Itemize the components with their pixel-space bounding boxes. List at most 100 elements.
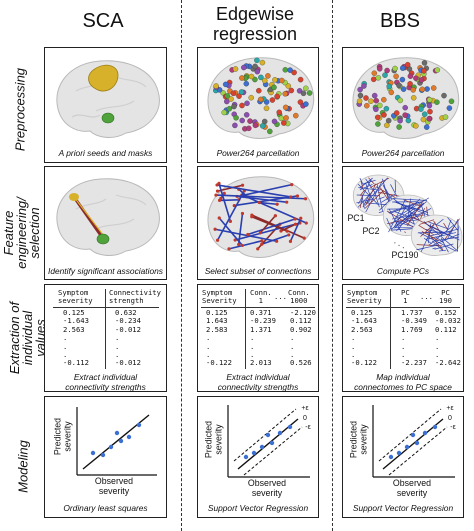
- parcel-node: [239, 75, 245, 81]
- parcel-node: [282, 91, 288, 97]
- connection-node: [246, 232, 250, 237]
- table-column-rule: [245, 289, 246, 369]
- column-title-edgewise: Edgewise regression: [212, 4, 298, 44]
- parcel-node: [279, 77, 285, 84]
- caption-bbs-modeling: Support Vector Regression: [352, 503, 454, 513]
- connection-node: [285, 200, 289, 204]
- connection-node: [237, 242, 241, 247]
- epsilon-minus-label: -ε: [450, 424, 456, 431]
- parcel-node: [274, 93, 280, 100]
- caption-sca-preprocessing: A priori seeds and masks: [58, 148, 153, 158]
- predicted-severity-label: Predicted severity: [203, 420, 224, 459]
- table-header-ellipsis: ...: [274, 292, 287, 301]
- caption-bbs-preprocessing: Power264 parcellation: [361, 148, 445, 158]
- parcel-node: [382, 72, 388, 78]
- parcel-node: [397, 97, 404, 104]
- connection-node: [250, 215, 254, 219]
- connection-edge: [251, 216, 288, 232]
- connection-node: [240, 211, 245, 216]
- parcel-node: [413, 75, 419, 81]
- parcel-node: [243, 112, 250, 118]
- scatter-point: [404, 444, 410, 450]
- parcel-node: [421, 68, 427, 74]
- table-header-conn-1: Conn. 1: [250, 288, 272, 305]
- parcel-node: [291, 69, 297, 76]
- scatter-point: [422, 430, 428, 436]
- table-header-rule: [201, 307, 315, 308]
- epsilon-lower-line: [388, 426, 448, 476]
- parcel-node: [356, 98, 363, 104]
- connection-node: [293, 222, 298, 226]
- parcel-node: [257, 96, 264, 103]
- parcel-node: [402, 104, 408, 111]
- connection-node: [288, 239, 293, 243]
- parcel-node: [427, 108, 433, 115]
- pc-brain: [410, 214, 463, 256]
- panel-sca-modeling: Predicted severity Observed severity Ord…: [44, 396, 167, 518]
- parcel-node: [241, 64, 247, 71]
- scatter-point: [396, 450, 402, 456]
- epsilon-zero-label: 0: [448, 415, 452, 422]
- table-cell: -0.012: [115, 358, 141, 368]
- table-cell: -0.349: [401, 316, 427, 326]
- parcel-node: [407, 81, 413, 87]
- scatter-point: [126, 434, 132, 440]
- table-column-rule: [105, 289, 106, 369]
- panel-bbs-preprocessing: Power264 parcellation: [342, 47, 464, 163]
- parcel-node: [375, 121, 381, 127]
- table-cell: 0.902: [290, 324, 312, 334]
- table-header-symptom: Symptom Severity: [347, 288, 382, 305]
- parcel-node: [293, 112, 299, 119]
- connection-node: [240, 183, 245, 187]
- table-cell: .: [401, 341, 406, 351]
- parcel-node: [396, 124, 402, 130]
- table-cell: .: [435, 341, 440, 351]
- connection-edge: [216, 184, 291, 198]
- table-header-conn-1000: Conn. 1000: [288, 288, 310, 305]
- parcel-node: [222, 81, 229, 88]
- bbs-value-table: Symptom Severity PC 1 ... PC 190 0.125 1.…: [343, 285, 463, 373]
- parcel-node: [239, 102, 245, 109]
- table-cell: .: [115, 341, 120, 351]
- parcel-node: [248, 73, 255, 80]
- connection-node: [228, 219, 233, 223]
- parcel-node: [375, 75, 382, 81]
- connection-node: [215, 238, 220, 242]
- pc-brains-image: [352, 174, 463, 256]
- caption-bbs-feature: Compute PCs: [376, 266, 430, 276]
- parcel-node: [248, 94, 254, 101]
- pc2-label: PC2: [362, 226, 380, 236]
- epsilon-minus-label: -ε: [305, 424, 311, 431]
- parcel-node: [297, 76, 304, 83]
- connection-node: [287, 233, 291, 237]
- parcel-node: [418, 77, 425, 83]
- connection-edge: [214, 228, 277, 243]
- table-cell: 0.526: [290, 358, 312, 368]
- parcel-node: [254, 68, 261, 75]
- predicted-severity-label: Predicted severity: [348, 420, 369, 459]
- svr-plot: [372, 405, 455, 478]
- connection-node: [279, 229, 283, 233]
- scatter-point: [100, 452, 106, 458]
- parcel-node: [254, 57, 260, 64]
- parcel-node: [448, 98, 455, 105]
- parcel-node: [396, 82, 402, 89]
- connection-node: [213, 227, 217, 231]
- scatter-point: [243, 454, 249, 460]
- parcel-node: [276, 109, 282, 116]
- scatter-point: [90, 450, 96, 456]
- table-cell: .: [290, 350, 295, 359]
- panel-sca-extraction: Symptom severity Connectivity strength 0…: [44, 284, 167, 392]
- table-header-ellipsis: ...: [420, 292, 433, 301]
- connection-edge: [289, 217, 302, 242]
- parcel-node: [374, 114, 381, 121]
- connection-node: [217, 216, 221, 220]
- parcel-node: [404, 61, 411, 68]
- connection-node: [304, 221, 308, 225]
- column-separator: [332, 0, 333, 531]
- brain-parcellation-image: [352, 57, 460, 139]
- scatter-point: [432, 424, 438, 430]
- connection-node: [240, 243, 244, 248]
- parcel-node: [423, 124, 430, 130]
- parcel-node: [265, 73, 271, 79]
